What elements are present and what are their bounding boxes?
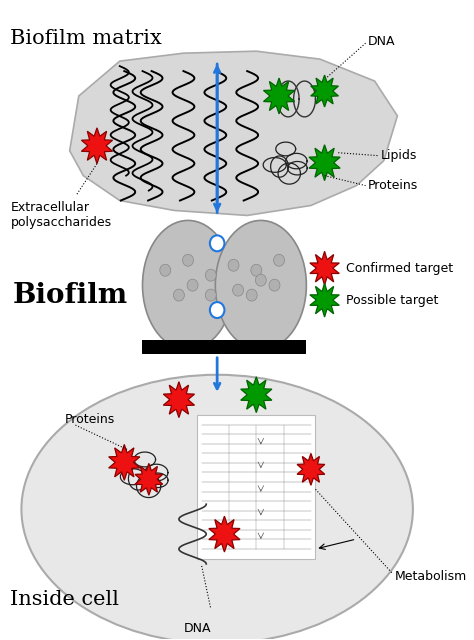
Circle shape	[246, 289, 257, 301]
Polygon shape	[311, 75, 338, 107]
Circle shape	[233, 284, 244, 296]
Polygon shape	[135, 463, 163, 495]
Circle shape	[269, 279, 280, 291]
Polygon shape	[82, 128, 112, 164]
Polygon shape	[109, 444, 140, 480]
Text: DNA: DNA	[183, 621, 211, 635]
Circle shape	[255, 274, 266, 286]
Bar	[197, 415, 316, 559]
Text: Inside cell: Inside cell	[10, 589, 119, 609]
Circle shape	[187, 279, 198, 291]
Polygon shape	[309, 145, 340, 180]
Text: Possible target: Possible target	[346, 294, 438, 307]
Bar	[143, 340, 306, 354]
Circle shape	[210, 302, 224, 318]
Polygon shape	[209, 516, 240, 552]
Text: Metabolism: Metabolism	[395, 570, 467, 584]
Ellipse shape	[215, 220, 306, 350]
Circle shape	[205, 269, 216, 281]
Text: Extracellular
polysaccharides: Extracellular polysaccharides	[10, 200, 111, 228]
Polygon shape	[70, 51, 397, 216]
Polygon shape	[310, 283, 339, 317]
Circle shape	[205, 289, 216, 301]
Text: Biofilm matrix: Biofilm matrix	[10, 29, 162, 48]
Text: Proteins: Proteins	[65, 413, 115, 426]
Circle shape	[210, 236, 224, 252]
Text: DNA: DNA	[367, 35, 395, 48]
Text: Proteins: Proteins	[367, 179, 418, 192]
Polygon shape	[164, 381, 194, 417]
Circle shape	[251, 264, 262, 276]
Ellipse shape	[21, 375, 413, 640]
Text: Confirmed target: Confirmed target	[346, 262, 453, 275]
Text: Lipids: Lipids	[381, 149, 418, 162]
Ellipse shape	[143, 220, 234, 350]
Polygon shape	[264, 78, 295, 114]
Polygon shape	[241, 377, 272, 413]
Circle shape	[182, 254, 193, 266]
Polygon shape	[310, 252, 339, 285]
Circle shape	[273, 254, 284, 266]
Circle shape	[160, 264, 171, 276]
Circle shape	[173, 289, 184, 301]
Text: Biofilm: Biofilm	[12, 282, 128, 308]
Polygon shape	[297, 453, 325, 485]
Circle shape	[228, 259, 239, 271]
